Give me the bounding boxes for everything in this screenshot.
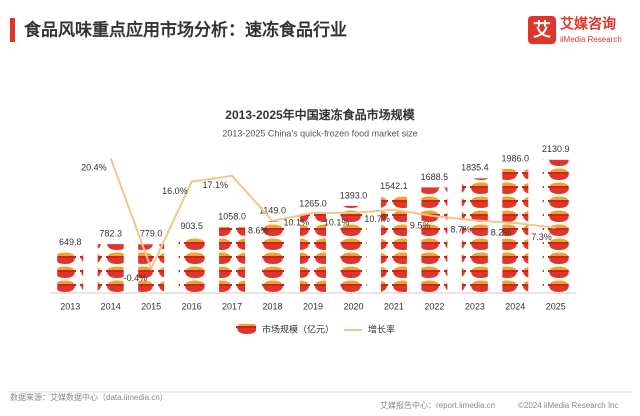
bar: [300, 213, 326, 293]
x-tick-label: 2017: [222, 301, 242, 311]
bar: [178, 236, 205, 293]
growth-label: 9.5%: [410, 220, 431, 230]
growth-label: 10.1%: [324, 217, 350, 227]
logo-mark: 艾: [533, 19, 551, 40]
logo-sub: iiMedia Research: [560, 35, 622, 44]
bar: [421, 187, 448, 293]
bar: [57, 252, 84, 293]
value-label: 903.5: [180, 221, 203, 231]
growth-label: 7.3%: [531, 232, 552, 242]
bar: [502, 168, 529, 293]
growth-label: 10.7%: [364, 214, 390, 224]
logo-icon: [528, 16, 556, 44]
x-tick-label: 2013: [60, 301, 80, 311]
x-tick-label: 2016: [182, 301, 202, 311]
legend-label: 增长率: [368, 323, 395, 334]
bar: [461, 178, 488, 293]
growth-label: -0.4%: [124, 273, 148, 283]
legend-swatch: [234, 324, 256, 336]
chart-title: 2013-2025年中国速冻食品市场规模: [225, 107, 415, 122]
growth-label: 17.1%: [203, 180, 229, 190]
bar: [219, 226, 246, 293]
x-tick-label: 2018: [263, 301, 283, 311]
x-tick-label: 2020: [343, 301, 363, 311]
bar: [259, 221, 286, 293]
value-label: 2130.9: [542, 144, 570, 154]
footer-copyright: ©2024 iiMedia Research Inc: [518, 401, 619, 410]
growth-label: 16.0%: [162, 186, 188, 196]
bar: [340, 205, 367, 293]
page-title: 食品风味重点应用市场分析：速冻食品行业: [24, 19, 347, 39]
logo-text: 艾媒咨询: [560, 16, 616, 32]
chart-subtitle: 2013-2025 China's quick-frozen food mark…: [222, 128, 417, 138]
value-label: 1393.0: [340, 190, 368, 200]
legend-label: 市场规模（亿元）: [262, 323, 334, 334]
value-label: 782.3: [99, 228, 122, 238]
bar: [97, 244, 124, 293]
value-label: 1986.0: [502, 153, 530, 163]
value-label: 1149.0: [259, 206, 286, 216]
value-label: 779.0: [140, 229, 163, 239]
title-accent: [10, 18, 15, 42]
x-tick-label: 2023: [465, 301, 485, 311]
value-label: 1542.1: [380, 181, 408, 191]
growth-label: 8.2%: [491, 227, 512, 237]
growth-label: 20.4%: [81, 163, 107, 173]
growth-line: [109, 157, 556, 272]
value-label: 1265.0: [299, 198, 327, 208]
x-tick-label: 2015: [141, 301, 161, 311]
value-label: 1058.0: [218, 211, 246, 221]
value-label: 1835.4: [461, 163, 489, 173]
x-tick-label: 2024: [505, 301, 525, 311]
value-label: 649.8: [59, 237, 82, 247]
footer-report: 艾媒报告中心：report.iimedia.cn: [380, 400, 495, 410]
x-tick-label: 2019: [303, 301, 323, 311]
value-label: 1688.5: [421, 172, 449, 182]
footer-source: 数据来源：艾媒数据中心（data.iimedia.cn）: [10, 392, 168, 402]
x-tick-label: 2014: [101, 301, 121, 311]
x-tick-label: 2022: [424, 301, 444, 311]
x-tick-label: 2021: [384, 301, 404, 311]
bar: [380, 196, 407, 293]
growth-label: 10.1%: [283, 217, 309, 227]
growth-label: 8.7%: [450, 225, 471, 235]
x-tick-label: 2025: [546, 301, 566, 311]
growth-label: 8.6%: [248, 225, 269, 235]
